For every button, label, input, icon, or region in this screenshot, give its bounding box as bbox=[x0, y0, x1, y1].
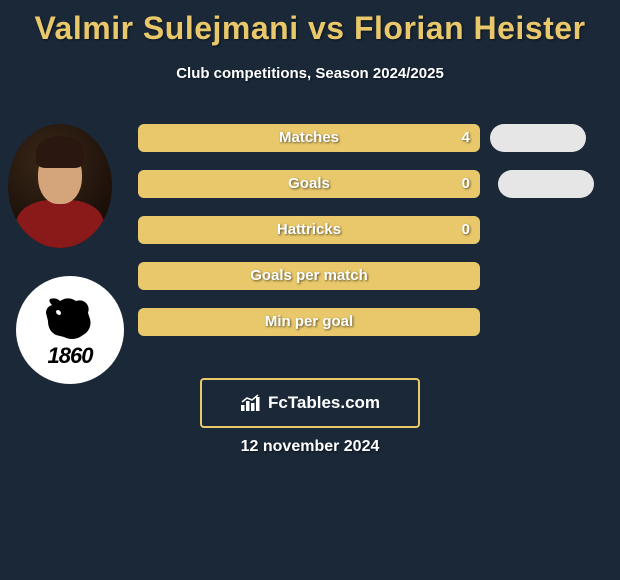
fctables-badge[interactable]: FcTables.com bbox=[200, 378, 420, 428]
player-hair bbox=[36, 136, 84, 168]
stat-bar-label: Goals bbox=[138, 170, 480, 198]
right-pill bbox=[498, 170, 594, 198]
player-photo-left bbox=[8, 124, 112, 248]
player-jersey bbox=[16, 200, 104, 248]
stat-bar-label: Goals per match bbox=[138, 262, 480, 290]
comparison-title: Valmir Sulejmani vs Florian Heister bbox=[0, 0, 620, 47]
stat-bar-value: 0 bbox=[462, 170, 470, 198]
club-logo-1860: 1860 bbox=[16, 276, 124, 384]
stat-bar-row: Goals0 bbox=[138, 170, 480, 198]
stat-bar-value: 0 bbox=[462, 216, 470, 244]
stat-bar-label: Min per goal bbox=[138, 308, 480, 336]
stat-bar-label: Hattricks bbox=[138, 216, 480, 244]
season-subtitle: Club competitions, Season 2024/2025 bbox=[0, 65, 620, 82]
stat-bar-row: Goals per match bbox=[138, 262, 480, 290]
stat-bar-row: Min per goal bbox=[138, 308, 480, 336]
bar-chart-icon bbox=[240, 394, 262, 412]
date-text: 12 november 2024 bbox=[0, 438, 620, 456]
stats-bars: Matches4Goals0Hattricks0Goals per matchM… bbox=[138, 124, 480, 354]
right-pills bbox=[490, 124, 594, 216]
right-pill bbox=[490, 124, 586, 152]
stat-bar-row: Matches4 bbox=[138, 124, 480, 152]
stat-bar-row: Hattricks0 bbox=[138, 216, 480, 244]
brand-text: FcTables.com bbox=[268, 393, 380, 413]
club-year: 1860 bbox=[48, 343, 93, 369]
stat-bar-value: 4 bbox=[462, 124, 470, 152]
stat-bar-label: Matches bbox=[138, 124, 480, 152]
lion-icon bbox=[42, 297, 98, 341]
